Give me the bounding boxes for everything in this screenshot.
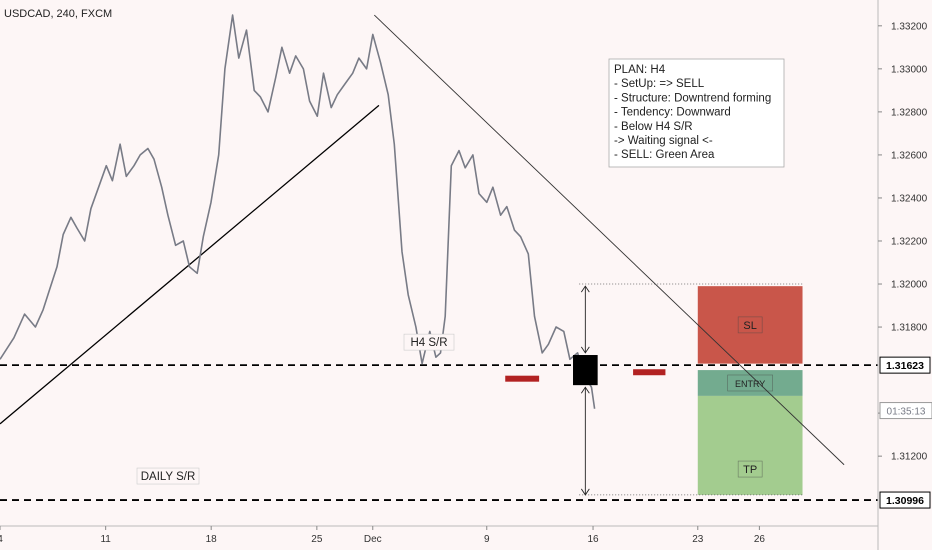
price-line (0, 14, 596, 409)
plan-note-line: - Structure: Downtrend forming (614, 92, 771, 104)
tp-zone-label: TP (743, 464, 757, 476)
sl-zone-label-box (737, 316, 763, 334)
sl-zone-label: SL (743, 320, 756, 332)
plan-note-line: PLAN: H4 (614, 64, 666, 76)
tp-zone-label-box (737, 460, 763, 478)
h4-support-resistance-axis-tag (879, 356, 931, 374)
h4-support-resistance-axis-value: 1.31623 (886, 360, 924, 372)
x-tick-label: 26 (754, 534, 766, 545)
y-tick-label: 1.32400 (891, 193, 928, 204)
plan-note-box (608, 58, 785, 168)
current-price-tag (879, 402, 932, 420)
lower-range-arrow-head-top (580, 386, 590, 394)
y-tick-label: 1.31200 (891, 452, 928, 463)
x-tick-label: 9 (484, 534, 490, 545)
plan-note-line: - Tendency: Downward (614, 107, 731, 119)
x-tick-label: 11 (100, 534, 111, 545)
x-tick-label: 16 (587, 534, 599, 545)
sl-zone (697, 286, 803, 364)
daily-label-box (136, 467, 200, 485)
x-tick-label: 18 (206, 534, 218, 545)
plan-note-line: - Below H4 S/R (614, 121, 693, 133)
lower-range-arrow-head-bottom (580, 488, 590, 496)
y-tick-label: 1.32600 (891, 150, 928, 161)
y-tick-label: 1.33000 (891, 64, 928, 75)
x-tick-label: Dec (364, 534, 382, 545)
upper-range-arrow-head-bottom (580, 346, 590, 354)
plan-note-line: - SetUp: => SELL (614, 78, 705, 90)
y-tick-label: 1.31800 (891, 323, 928, 334)
tp-zone (697, 395, 803, 495)
plan-note-line: - SELL: Green Area (614, 149, 715, 161)
y-tick-label: 1.32200 (891, 236, 928, 247)
y-tick-label: 1.33200 (891, 21, 928, 32)
x-tick-label: 23 (692, 534, 704, 545)
red-marker-left (505, 375, 540, 382)
entry-zone-label: ENTRY (735, 379, 765, 389)
plan-note-line: -> Waiting signal <- (614, 135, 713, 147)
daily-support-resistance-axis-tag (879, 491, 931, 509)
daily-label: DAILY S/R (141, 471, 196, 483)
upper-range-arrow-head-top (580, 285, 590, 293)
y-tick-label: 1.32800 (891, 107, 928, 118)
h4-label-box (403, 333, 455, 351)
daily-support-resistance-axis-value: 1.30996 (886, 495, 924, 507)
h4-label: H4 S/R (410, 337, 447, 349)
symbol-title: USDCAD, 240, FXCM (4, 8, 112, 20)
black-candle-marker (573, 355, 598, 386)
descending-trendline (373, 14, 845, 466)
red-marker-right (633, 369, 666, 376)
x-tick-label: 4 (0, 534, 3, 545)
current-price-countdown: 01:35:13 (887, 407, 926, 418)
x-tick-label: 25 (311, 534, 323, 545)
y-tick-label: 1.32000 (891, 280, 928, 291)
